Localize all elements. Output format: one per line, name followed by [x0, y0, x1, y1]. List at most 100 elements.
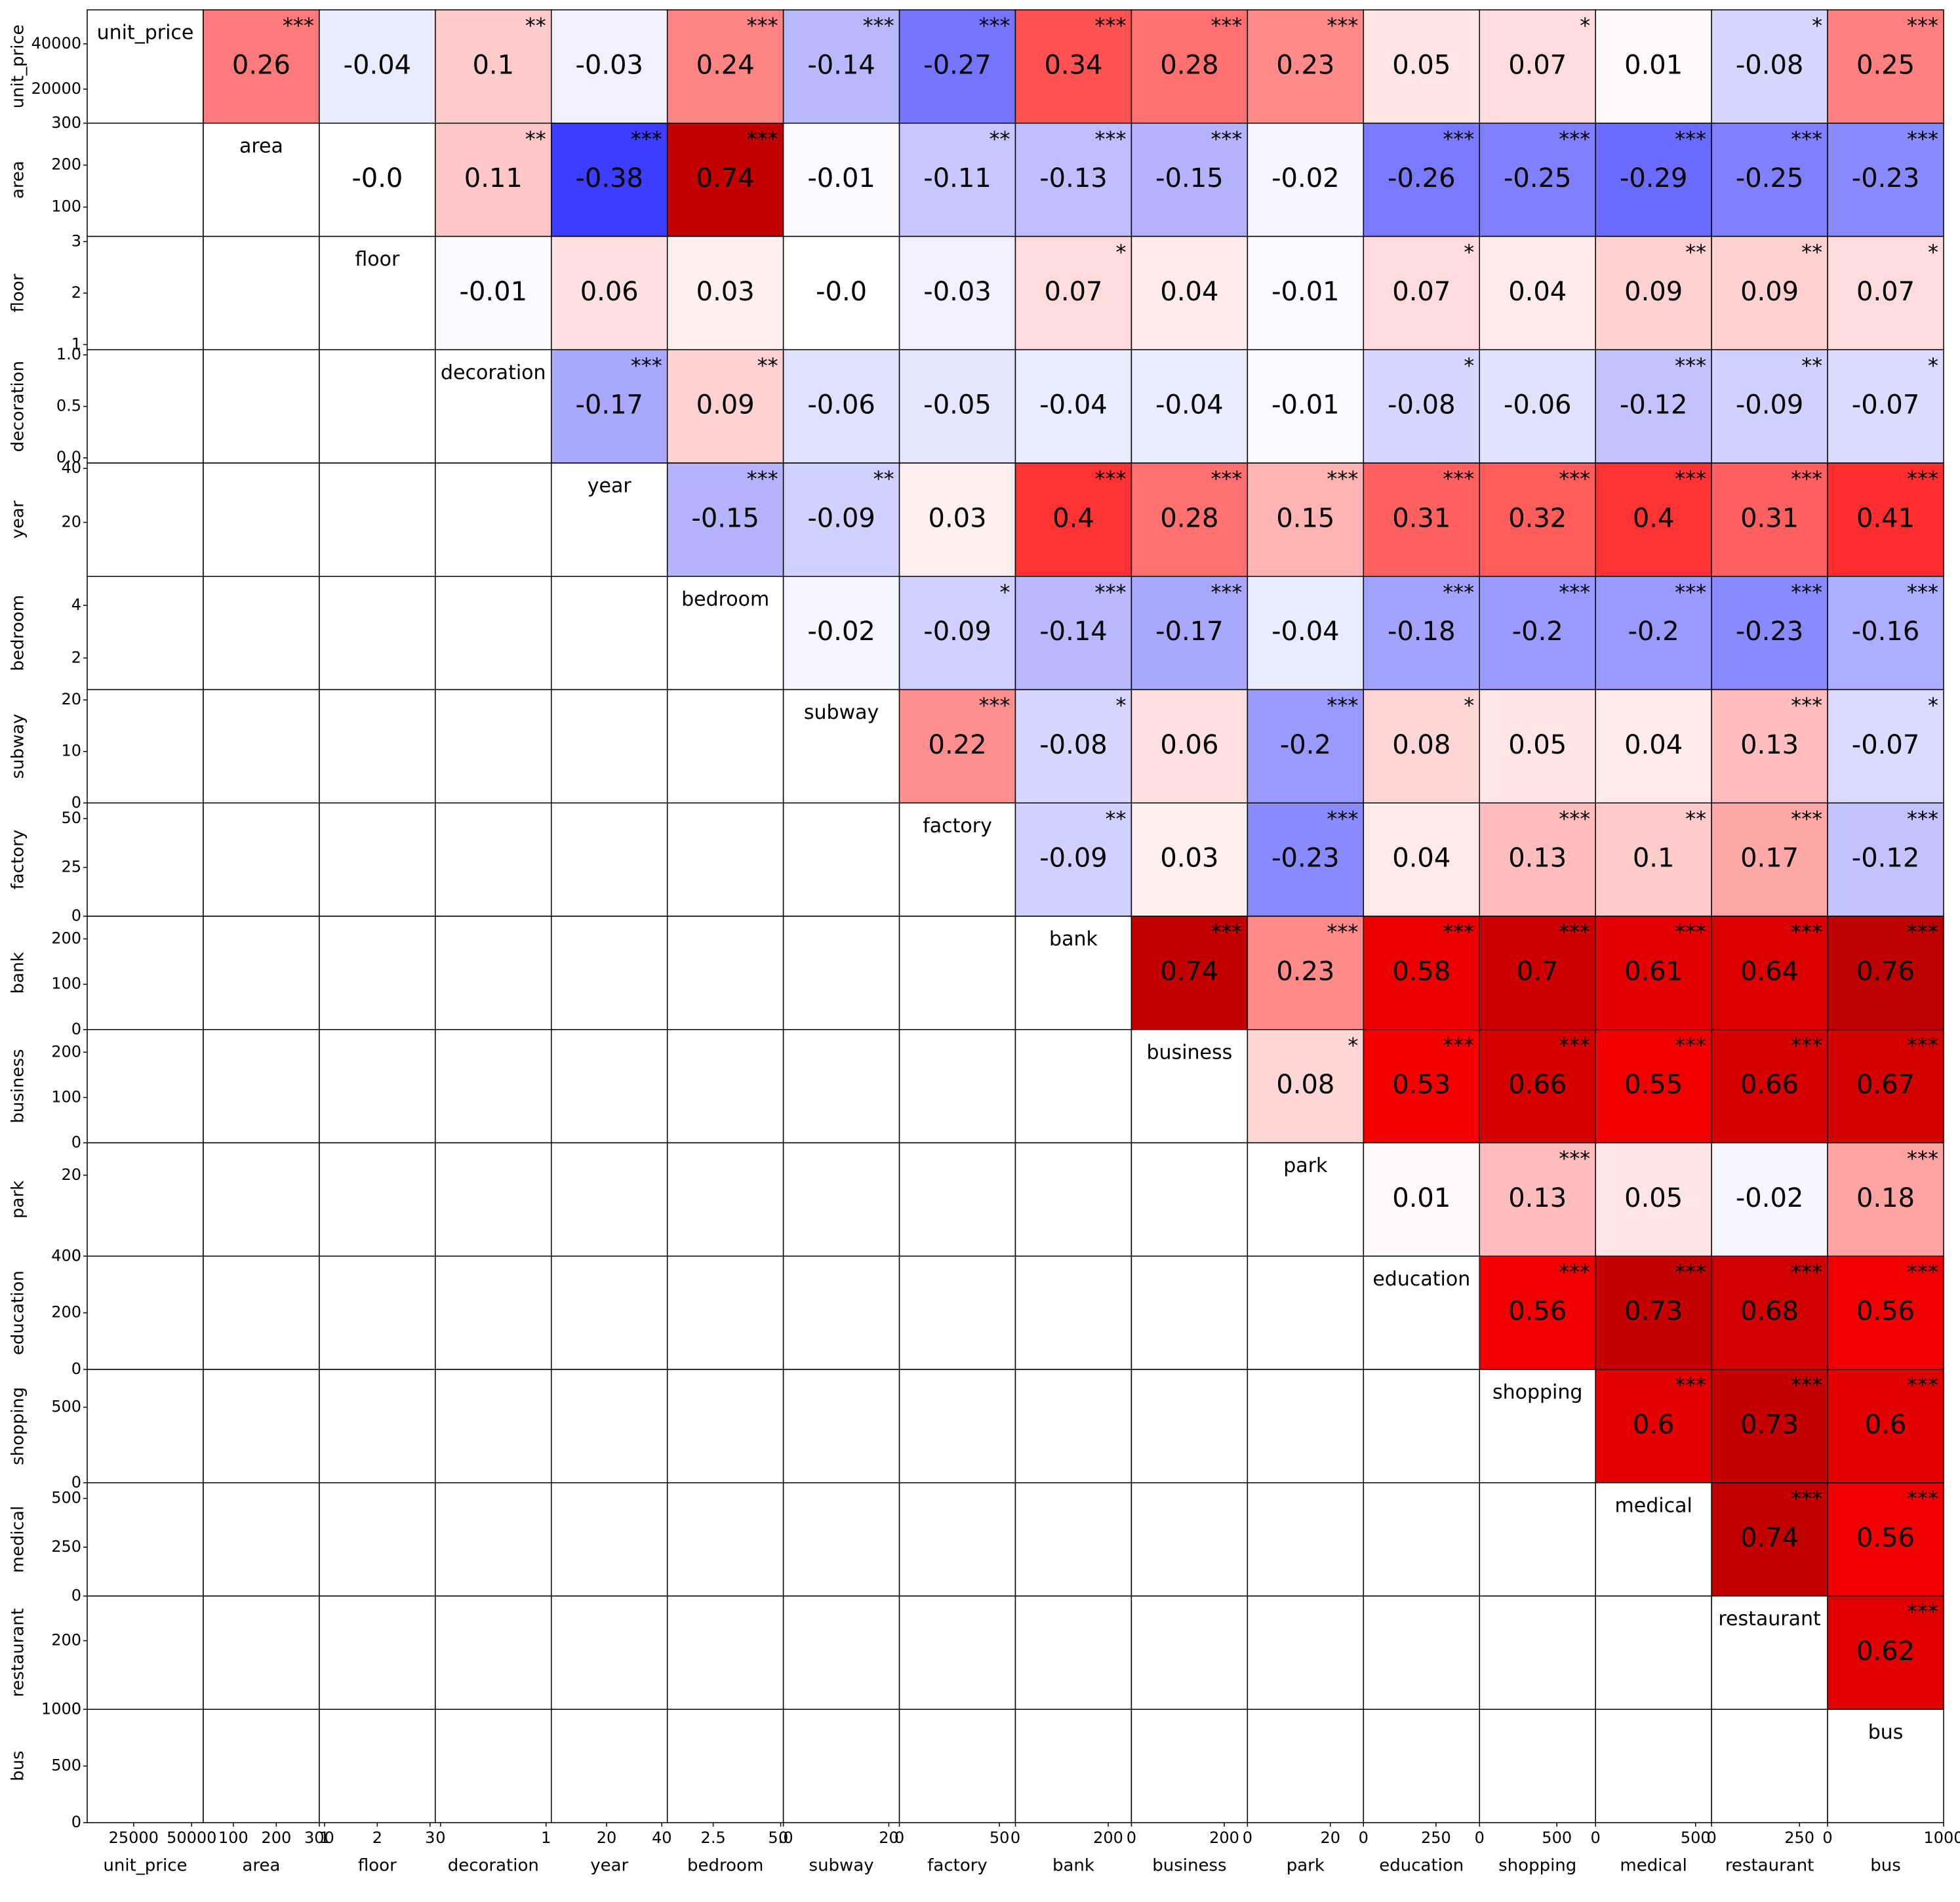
- corr-value: 0.34: [1044, 50, 1102, 80]
- x-axis-label: subway: [809, 1856, 874, 1876]
- scatter-cell: [319, 1709, 436, 1823]
- corr-cell: [1363, 462, 1480, 577]
- corr-cell: [1479, 689, 1596, 803]
- scatter-cell: [551, 1142, 668, 1257]
- scatter-cell: [435, 576, 552, 691]
- scatter-cell: [782, 1029, 900, 1144]
- significance-stars: ***: [979, 693, 1010, 718]
- significance-stars: **: [525, 13, 546, 38]
- corr-cell: [1711, 349, 1828, 464]
- scatter-cell: [435, 1709, 552, 1823]
- scatter-cell: [551, 1595, 668, 1710]
- y-tick-label: 0: [71, 1020, 81, 1038]
- corr-value: 0.05: [1392, 50, 1450, 80]
- corr-cell: [782, 349, 900, 464]
- x-tick-label: 0: [1706, 1829, 1716, 1847]
- scatter-cell: [1014, 1142, 1132, 1257]
- y-tick-label: 40000: [31, 34, 81, 52]
- scatter-cell: [203, 802, 320, 917]
- scatter-cell: [782, 1369, 900, 1484]
- corr-value: 0.1: [472, 50, 514, 80]
- scatter-cell: [203, 235, 320, 350]
- x-tick-label: 0: [778, 1829, 788, 1847]
- corr-value: -0.05: [923, 390, 991, 420]
- corr-cell: [1827, 1482, 1944, 1597]
- corr-cell: [666, 349, 784, 464]
- y-tick-label: 500: [51, 1756, 81, 1775]
- corr-cell: [1130, 802, 1249, 917]
- corr-cell: [1130, 9, 1249, 124]
- corr-value: -0.04: [1155, 390, 1224, 420]
- y-axis-label: factory: [9, 830, 28, 890]
- corr-value: -0.15: [691, 503, 759, 533]
- diagonal-label: park: [1283, 1154, 1328, 1177]
- scatter-cell: [87, 802, 204, 917]
- y-axis-label: subway: [9, 714, 28, 779]
- significance-stars: ***: [1907, 806, 1938, 831]
- x-tick-label: 1: [541, 1829, 551, 1847]
- scatter-cell: [1014, 1595, 1132, 1710]
- significance-stars: ***: [1675, 1033, 1706, 1058]
- scatter-cell: [319, 1255, 436, 1370]
- corr-cell: [1479, 123, 1596, 237]
- corr-value: 0.05: [1624, 1183, 1683, 1213]
- corr-value: 0.61: [1624, 956, 1683, 986]
- x-tick-label: 500: [1681, 1829, 1711, 1847]
- significance-stars: ***: [1094, 127, 1126, 152]
- corr-value: -0.15: [1155, 163, 1224, 193]
- corr-cell: [1711, 1142, 1828, 1257]
- significance-stars: ***: [1675, 353, 1706, 378]
- corr-value: -0.01: [1271, 390, 1340, 420]
- scatter-cell: [1595, 1595, 1712, 1710]
- significance-stars: ***: [1907, 920, 1938, 944]
- diagonal-label: unit_price: [97, 22, 194, 45]
- scatter-cell: [666, 689, 784, 803]
- scatter-cell: [666, 1142, 784, 1257]
- scatter-cell: [551, 1709, 668, 1823]
- scatter-cell: [898, 1255, 1016, 1370]
- corr-value: -0.2: [1512, 617, 1563, 647]
- scatter-cell: [782, 802, 900, 917]
- corr-cell: [1711, 802, 1828, 917]
- x-tick-label: 200: [1093, 1829, 1123, 1847]
- y-axis-label: year: [9, 500, 28, 538]
- corr-cell: [1479, 462, 1596, 577]
- scatter-cell: [898, 1709, 1016, 1823]
- scatter-cell: [1595, 1709, 1712, 1823]
- corr-value: 0.07: [1044, 277, 1102, 307]
- corr-cell: [1827, 1595, 1944, 1710]
- scatter-cell: [1130, 1482, 1249, 1597]
- corr-cell: [1595, 916, 1712, 1030]
- corr-cell: [1595, 689, 1712, 803]
- corr-cell: [1711, 1369, 1828, 1484]
- scatter-cell: [87, 689, 204, 803]
- corr-value: -0.25: [1736, 163, 1804, 193]
- y-tick-label: 250: [51, 1537, 81, 1556]
- corr-cell: [782, 462, 900, 577]
- significance-stars: ***: [1443, 580, 1474, 605]
- diagonal-label: bus: [1868, 1721, 1904, 1744]
- scatter-cell: [435, 1142, 552, 1257]
- significance-stars: ***: [1791, 466, 1822, 491]
- significance-stars: ***: [1907, 127, 1938, 152]
- corr-cell: [551, 9, 668, 124]
- corr-cell: [1595, 1029, 1712, 1144]
- x-tick-label: 50: [990, 1829, 1010, 1847]
- scatter-cell: [319, 349, 436, 464]
- scatter-cell: [203, 462, 320, 577]
- histogram-cell: [782, 689, 900, 803]
- corr-cell: [1479, 235, 1596, 350]
- significance-stars: ***: [631, 353, 662, 378]
- corr-cell: [1014, 235, 1132, 350]
- significance-stars: ***: [1327, 13, 1358, 38]
- corr-value: 0.17: [1740, 843, 1799, 874]
- y-axis-label: decoration: [9, 361, 28, 452]
- corr-value: 0.25: [1856, 50, 1915, 80]
- y-tick-label: 100: [51, 1087, 81, 1106]
- corr-cell: [1130, 123, 1249, 237]
- diagonal-label: education: [1372, 1268, 1470, 1291]
- corr-value: -0.27: [923, 50, 991, 80]
- x-axis-label: year: [590, 1856, 628, 1876]
- corr-value: -0.06: [1504, 390, 1572, 420]
